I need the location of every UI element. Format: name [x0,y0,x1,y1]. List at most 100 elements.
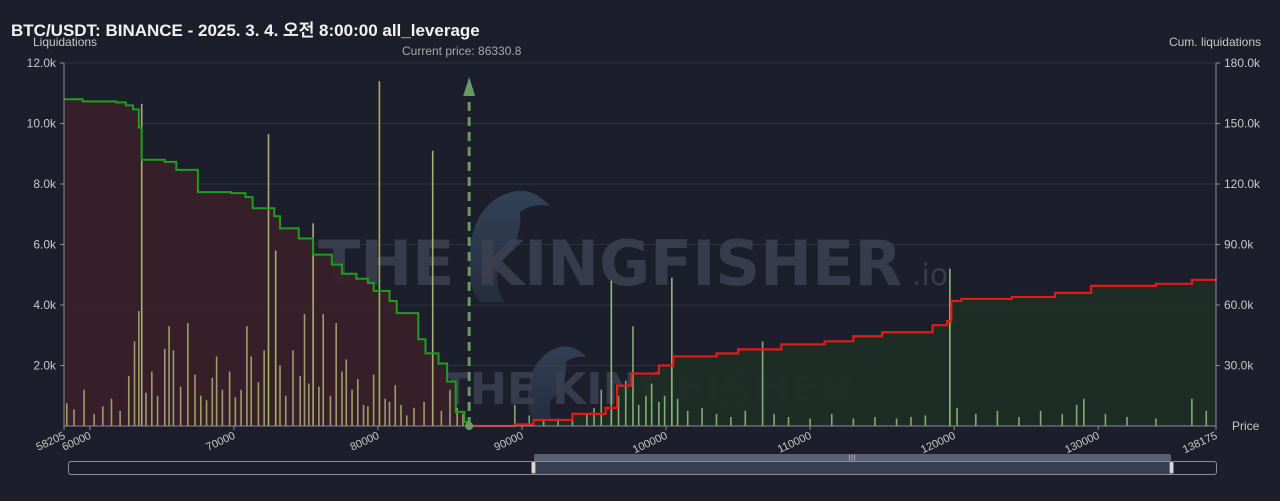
grip-icon: ||| [848,455,857,461]
liquidation-bar [1205,410,1208,426]
zoom-window[interactable]: ||| [530,454,1175,474]
liquidation-bar [600,389,603,426]
y2-tick-label: 120.0k [1224,177,1261,191]
liquidation-bar [974,413,977,426]
liquidation-bar [384,398,386,426]
liquidation-bar [949,268,951,426]
svg-text:.io: .io [912,258,948,293]
liquidation-bar [356,379,359,426]
chart-title: BTC/USDT: BINANCE - 2025. 3. 4. 오전 8:00:… [11,21,480,40]
liquidation-bar [423,401,425,426]
x-axis-label: Price [1232,419,1260,433]
liquidation-bar [645,395,647,426]
liquidation-bar [388,401,391,426]
liquidation-bar [292,350,294,426]
liquidation-bar [715,413,718,426]
y-tick-label: 10.0k [27,117,57,131]
liquidation-bar [528,415,531,426]
liquidation-bar [956,407,958,426]
zoom-slider[interactable]: ||| [68,454,1217,475]
liquidation-bar [156,395,159,426]
liquidation-bar [809,418,811,426]
liquidation-bar [274,250,277,426]
y-tick-label: 8.0k [33,177,57,191]
x-tick-label: 90000 [492,430,525,454]
liquidation-bar [514,404,516,426]
liquidation-bar [362,404,365,426]
liquidation-bar [267,134,270,426]
liquidation-bar [133,341,136,426]
cumulative-fills [64,99,1216,427]
liquidation-bar [593,407,595,426]
liquidation-bar [586,413,588,426]
liquidation-bar [542,419,545,426]
liquidation-bar [1018,416,1020,426]
liquidation-bar [910,416,912,426]
x-tick-label: 110000 [776,430,814,456]
liquidation-bar [462,413,464,426]
liquidation-bar [1039,410,1042,426]
liquidation-bar [449,389,451,426]
liquidation-bar [624,380,627,426]
liquidation-bar [205,400,208,426]
y-tick-label: 12.0k [27,56,57,70]
liquidation-bar [199,395,202,426]
svg-text:THE KINGFISHER: THE KINGFISHER [318,227,902,300]
kingfisher-watermark-large: THE KINGFISHER .io [318,190,948,302]
liquidation-bar [163,348,166,426]
liquidation-bar [246,326,248,426]
liquidation-bar [228,371,231,426]
liquidation-bar [658,401,660,426]
liquidation-bar [610,280,613,426]
y-axis-label: Liquidations [33,35,98,49]
liquidation-bar [650,383,653,426]
liquidation-bar [413,407,415,426]
liquidation-bar [1083,398,1085,426]
liquidation-bar [617,395,620,426]
zoom-handle-left[interactable] [530,461,536,474]
short-cum-line [469,278,1218,428]
current-price-label: Current price: 86330.8 [402,44,522,58]
liquidation-bar [211,377,214,426]
liquidation-bar [284,395,287,426]
liquidation-bar [102,406,104,426]
liquidation-bar [187,323,189,426]
liquidation-bar [168,326,170,426]
liquidation-bar [852,418,855,426]
liquidation-bar [312,223,314,426]
liquidation-bar [138,311,140,426]
liquidation-bar [676,398,679,426]
liquidation-bar [1126,416,1128,426]
liquidation-bar [663,395,666,426]
liquidation-bar [303,314,306,426]
y2-tick-label: 90.0k [1224,238,1254,252]
liquidation-bar [400,404,402,426]
liquidation-bar [341,371,343,426]
liquidation-bar [145,392,147,426]
liquidation-bar [179,386,182,426]
y2-tick-label: 180.0k [1224,56,1261,70]
liquidation-bar [234,397,237,426]
x-tick-label: 100000 [631,430,669,456]
liquidation-bar [701,407,703,426]
liquidation-bar [110,398,113,426]
y-tick-label: 6.0k [33,238,57,252]
zoom-drag-bar[interactable] [533,454,1172,461]
y2-tick-label: 60.0k [1224,298,1254,312]
kingfisher-bird-icon [469,190,550,302]
liquidation-bar [322,314,325,426]
long-cum-fill [64,99,470,427]
liquidation-bar [279,365,281,426]
cumulative-lines [64,98,1218,428]
liquidation-bar [1061,413,1064,426]
liquidation-bar [686,410,689,426]
liquidation-bar [329,395,332,426]
zoom-handle-right[interactable] [1169,461,1175,474]
liquidation-bar [1104,413,1107,426]
x-tick-label: 138175 [1181,430,1219,456]
liquidation-bar [83,389,85,426]
liquidation-bar [263,350,265,426]
y2-axis-label: Cum. liquidations [1168,35,1261,49]
liquidation-bar [240,389,242,426]
